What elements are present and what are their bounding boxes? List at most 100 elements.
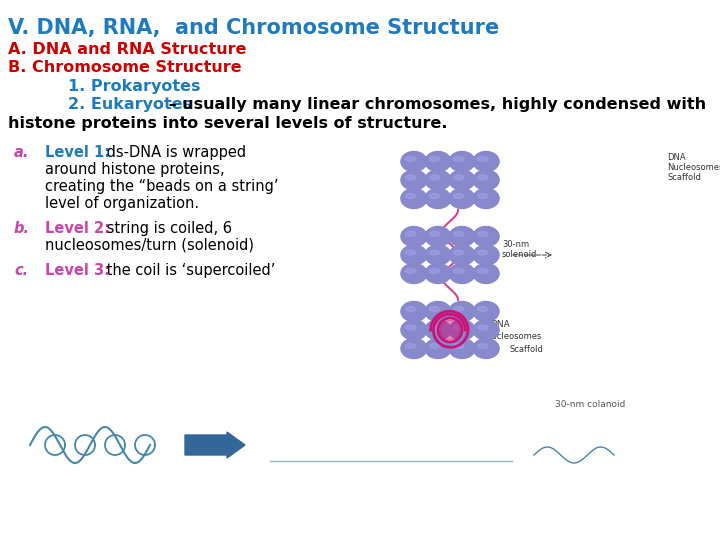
Ellipse shape	[425, 170, 451, 190]
Ellipse shape	[401, 170, 427, 190]
Ellipse shape	[477, 325, 488, 330]
Ellipse shape	[449, 226, 475, 246]
Text: A. DNA and RNA Structure: A. DNA and RNA Structure	[8, 42, 246, 57]
Text: 1. Prokaryotes: 1. Prokaryotes	[68, 79, 200, 94]
Ellipse shape	[449, 188, 475, 208]
Circle shape	[440, 320, 460, 340]
Text: DNA: DNA	[490, 320, 510, 329]
Ellipse shape	[430, 157, 440, 161]
Ellipse shape	[425, 188, 451, 208]
Ellipse shape	[473, 339, 499, 359]
Text: Nucleosomes: Nucleosomes	[485, 332, 541, 341]
Ellipse shape	[449, 264, 475, 284]
Ellipse shape	[473, 188, 499, 208]
Text: – usually many linear chromosomes, highly condensed with: – usually many linear chromosomes, highl…	[163, 97, 706, 112]
Text: nucleosomes/turn (solenoid): nucleosomes/turn (solenoid)	[45, 238, 254, 253]
Ellipse shape	[477, 232, 488, 237]
Text: DNA: DNA	[667, 153, 685, 162]
Ellipse shape	[477, 250, 488, 255]
Text: ds-DNA is wrapped: ds-DNA is wrapped	[102, 145, 246, 160]
Text: Scaffold: Scaffold	[510, 345, 544, 354]
Ellipse shape	[473, 264, 499, 284]
Ellipse shape	[430, 325, 440, 330]
Ellipse shape	[477, 268, 488, 273]
Ellipse shape	[401, 320, 427, 340]
Text: a.: a.	[14, 145, 30, 160]
Text: Scaffold: Scaffold	[667, 173, 701, 182]
Ellipse shape	[473, 301, 499, 321]
Ellipse shape	[405, 193, 416, 199]
Ellipse shape	[454, 307, 464, 312]
Ellipse shape	[401, 264, 427, 284]
Ellipse shape	[454, 232, 464, 237]
Ellipse shape	[401, 152, 427, 172]
Ellipse shape	[477, 193, 488, 199]
Ellipse shape	[405, 268, 416, 273]
Ellipse shape	[425, 264, 451, 284]
Text: 2. Eukaryotes: 2. Eukaryotes	[68, 97, 192, 112]
Ellipse shape	[454, 175, 464, 180]
Ellipse shape	[477, 175, 488, 180]
Ellipse shape	[405, 157, 416, 161]
Ellipse shape	[449, 170, 475, 190]
Ellipse shape	[401, 188, 427, 208]
Ellipse shape	[425, 245, 451, 265]
Text: Level 3:: Level 3:	[45, 263, 110, 278]
Ellipse shape	[405, 175, 416, 180]
Ellipse shape	[430, 193, 440, 199]
Ellipse shape	[473, 170, 499, 190]
Ellipse shape	[425, 301, 451, 321]
Ellipse shape	[473, 152, 499, 172]
Text: level of organization.: level of organization.	[45, 196, 199, 211]
Ellipse shape	[454, 268, 464, 273]
Ellipse shape	[425, 152, 451, 172]
Text: creating the “beads on a string’: creating the “beads on a string’	[45, 179, 279, 194]
Ellipse shape	[454, 250, 464, 255]
Text: c.: c.	[14, 263, 28, 278]
Ellipse shape	[477, 307, 488, 312]
Text: 30-nm colanoid: 30-nm colanoid	[555, 400, 626, 409]
Ellipse shape	[454, 343, 464, 348]
Ellipse shape	[449, 339, 475, 359]
Ellipse shape	[401, 226, 427, 246]
Text: V. DNA, RNA,  and Chromosome Structure: V. DNA, RNA, and Chromosome Structure	[8, 18, 499, 38]
Ellipse shape	[405, 250, 416, 255]
Ellipse shape	[425, 320, 451, 340]
Ellipse shape	[473, 245, 499, 265]
Text: string is coiled, 6: string is coiled, 6	[102, 221, 232, 236]
Ellipse shape	[449, 152, 475, 172]
Text: b.: b.	[14, 221, 30, 236]
Ellipse shape	[401, 245, 427, 265]
Ellipse shape	[449, 320, 475, 340]
Ellipse shape	[454, 157, 464, 161]
Ellipse shape	[430, 307, 440, 312]
Ellipse shape	[473, 226, 499, 246]
Ellipse shape	[430, 232, 440, 237]
Ellipse shape	[430, 268, 440, 273]
Ellipse shape	[449, 301, 475, 321]
FancyArrow shape	[185, 432, 245, 458]
Ellipse shape	[430, 343, 440, 348]
Ellipse shape	[401, 339, 427, 359]
Ellipse shape	[405, 343, 416, 348]
Ellipse shape	[401, 301, 427, 321]
Text: Level 2:: Level 2:	[45, 221, 110, 236]
Ellipse shape	[430, 175, 440, 180]
Text: the coil is ‘supercoiled’: the coil is ‘supercoiled’	[102, 263, 275, 278]
Ellipse shape	[405, 232, 416, 237]
Ellipse shape	[473, 320, 499, 340]
Ellipse shape	[477, 343, 488, 348]
Ellipse shape	[449, 245, 475, 265]
Text: Level 1:: Level 1:	[45, 145, 110, 160]
Ellipse shape	[405, 307, 416, 312]
Text: B. Chromosome Structure: B. Chromosome Structure	[8, 60, 242, 75]
Text: around histone proteins,: around histone proteins,	[45, 162, 225, 177]
Text: Nucleosomes: Nucleosomes	[667, 163, 720, 172]
Ellipse shape	[405, 325, 416, 330]
Text: 30-nm
solenoid: 30-nm solenoid	[502, 240, 537, 259]
Text: histone proteins into several levels of structure.: histone proteins into several levels of …	[8, 116, 448, 131]
Ellipse shape	[454, 325, 464, 330]
Ellipse shape	[430, 250, 440, 255]
Ellipse shape	[454, 193, 464, 199]
Ellipse shape	[425, 226, 451, 246]
